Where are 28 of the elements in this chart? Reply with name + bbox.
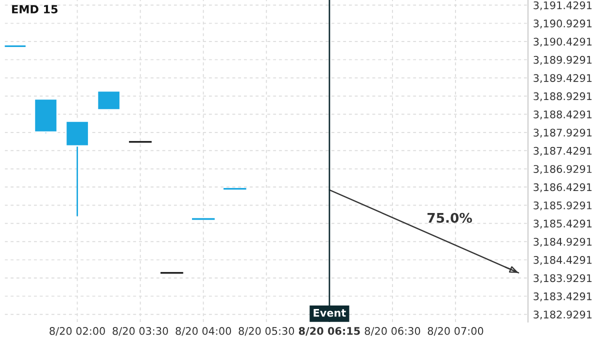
y-tick-label: 3,187.4291	[534, 146, 592, 156]
x-tick-label: 8/20 04:00	[176, 327, 232, 336]
y-tick-label: 3,189.4291	[534, 74, 592, 84]
x-tick-label: 8/20 02:00	[50, 327, 105, 336]
y-tick-label: 3,183.4291	[534, 292, 592, 302]
y-tick-label: 3,186.9291	[534, 165, 592, 174]
y-tick-label: 3,187.9291	[534, 128, 592, 138]
y-tick-label: 3,190.9291	[534, 20, 592, 28]
y-tick-label: 3,191.4291	[534, 1, 592, 10]
x-tick-label: 8/20 06:30	[364, 327, 420, 336]
y-tick-label: 3,185.4291	[534, 220, 592, 229]
y-tick-label: 3,188.4291	[534, 110, 592, 120]
chart-title: EMD 15	[12, 5, 58, 14]
y-tick-label: 3,183.9291	[534, 274, 592, 284]
x-tick-label: 8/20 03:30	[112, 327, 168, 336]
ref-line-label: Event	[314, 309, 346, 317]
y-tick-label: 3,184.9291	[534, 238, 592, 247]
y-tick-label: 3,182.9291	[534, 310, 592, 320]
y-tick-label: 3,190.4291	[534, 38, 592, 47]
y-tick-label: 3,185.9291	[534, 201, 592, 210]
y-tick-label: 3,189.9291	[534, 56, 592, 65]
x-tick-label: 8/20 05:30	[238, 327, 294, 336]
y-tick-label: 3,184.4291	[534, 256, 592, 265]
x-tick-label: 8/20 06:15	[298, 327, 360, 336]
y-tick-label: 3,188.9291	[534, 92, 592, 102]
y-tick-label: 3,186.4291	[534, 183, 592, 192]
x-tick-label: 8/20 07:00	[428, 327, 484, 336]
annotation: 75.0%	[428, 212, 472, 223]
